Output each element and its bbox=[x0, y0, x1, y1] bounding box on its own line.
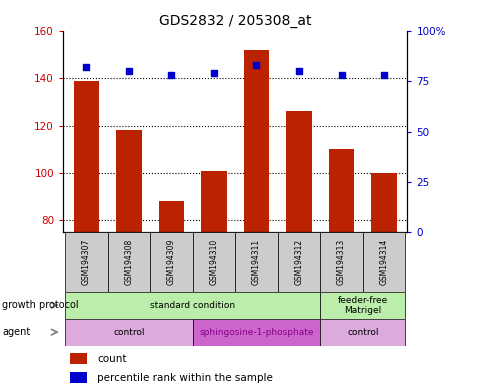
Bar bbox=[201, 170, 226, 232]
Point bbox=[210, 70, 217, 76]
Text: standard condition: standard condition bbox=[150, 301, 235, 310]
Point bbox=[125, 68, 133, 74]
Bar bbox=[107, 232, 150, 292]
Bar bbox=[243, 50, 269, 232]
Bar bbox=[319, 232, 362, 292]
Text: GSM194310: GSM194310 bbox=[209, 239, 218, 285]
Title: GDS2832 / 205308_at: GDS2832 / 205308_at bbox=[159, 14, 311, 28]
Text: feeder-free
Matrigel: feeder-free Matrigel bbox=[337, 296, 387, 315]
Bar bbox=[277, 232, 319, 292]
Bar bbox=[158, 202, 184, 232]
Text: growth protocol: growth protocol bbox=[2, 300, 79, 310]
Bar bbox=[328, 149, 353, 232]
Bar bbox=[192, 232, 235, 292]
Bar bbox=[370, 173, 396, 232]
Bar bbox=[286, 111, 311, 232]
Bar bbox=[70, 372, 87, 383]
Bar bbox=[192, 319, 319, 346]
Text: agent: agent bbox=[2, 327, 30, 337]
Bar bbox=[65, 292, 319, 319]
Text: GSM194307: GSM194307 bbox=[82, 239, 91, 285]
Bar bbox=[70, 353, 87, 364]
Text: control: control bbox=[113, 328, 144, 337]
Text: GSM194313: GSM194313 bbox=[336, 239, 345, 285]
Bar bbox=[150, 232, 192, 292]
Bar bbox=[65, 232, 107, 292]
Text: control: control bbox=[346, 328, 378, 337]
Point bbox=[337, 72, 345, 78]
Text: percentile rank within the sample: percentile rank within the sample bbox=[97, 373, 273, 383]
Bar bbox=[65, 319, 192, 346]
Text: GSM194314: GSM194314 bbox=[379, 239, 388, 285]
Text: GSM194308: GSM194308 bbox=[124, 239, 133, 285]
Point bbox=[294, 68, 302, 74]
Bar bbox=[362, 232, 405, 292]
Text: GSM194312: GSM194312 bbox=[294, 239, 303, 285]
Bar bbox=[235, 232, 277, 292]
Text: count: count bbox=[97, 354, 127, 364]
Text: sphingosine-1-phosphate: sphingosine-1-phosphate bbox=[199, 328, 313, 337]
Point bbox=[252, 62, 260, 68]
Bar bbox=[319, 319, 405, 346]
Bar bbox=[74, 81, 99, 232]
Text: GSM194309: GSM194309 bbox=[166, 239, 176, 285]
Point bbox=[379, 72, 387, 78]
Point bbox=[82, 64, 90, 70]
Bar bbox=[319, 292, 405, 319]
Bar bbox=[116, 130, 141, 232]
Text: GSM194311: GSM194311 bbox=[252, 239, 260, 285]
Point bbox=[167, 72, 175, 78]
